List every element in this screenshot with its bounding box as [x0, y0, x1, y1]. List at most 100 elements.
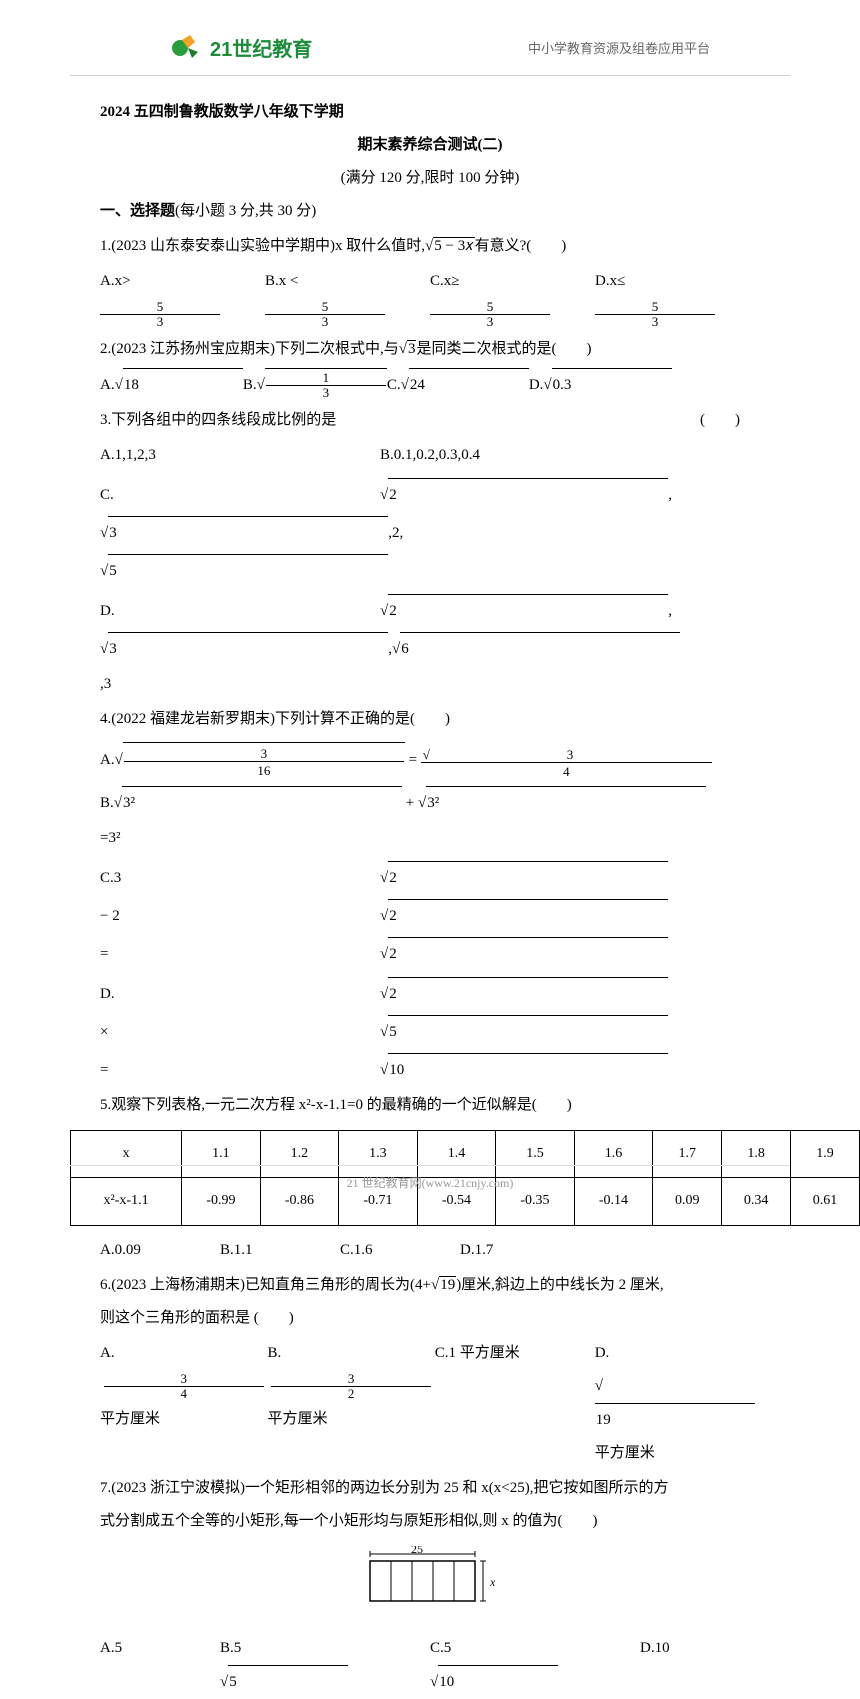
- logo-icon: [170, 30, 205, 65]
- sqrt-icon: 19: [431, 1269, 456, 1302]
- q7-optA: A.5: [100, 1632, 220, 1699]
- q7-optC: C.510: [430, 1632, 640, 1699]
- sqrt-icon: 6: [392, 630, 680, 666]
- doc-title-1: 2024 五四制鲁教版数学八年级下学期: [100, 96, 760, 129]
- q1-optD: D.x≤53: [595, 265, 760, 331]
- sqrt-icon: 2: [380, 897, 668, 933]
- question-2: 2.(2023 江苏扬州宝应期末)下列二次根式中,与3是同类二次根式的是( ): [100, 333, 760, 366]
- q4-optA: A.316 = √34: [100, 738, 712, 780]
- sqrt-icon: 2: [380, 935, 668, 971]
- q5-optD: D.1.7: [460, 1234, 580, 1267]
- q3-options: A.1,1,2,3 B.0.1,0.2,0.3,0.4 C.2,3,2,5 D.…: [100, 437, 760, 701]
- sqrt-icon: 5: [380, 1013, 668, 1049]
- q1-text-pre: 1.(2023 山东泰安泰山实验中学期中)x 取什么值时,: [100, 238, 425, 254]
- sqrt-icon: 2: [380, 476, 668, 512]
- fraction: 53: [595, 300, 715, 330]
- question-5: 5.观察下列表格,一元二次方程 x²-x-1.1=0 的最精确的一个近似解是( …: [100, 1089, 760, 1122]
- q1-options: A.x>53 B.x < 53 C.x≥53 D.x≤53: [100, 265, 760, 331]
- q3-optA: A.1,1,2,3: [100, 439, 380, 472]
- q6-optC: C.1 平方厘米: [435, 1337, 595, 1470]
- sqrt-icon: 5 − 3𝑥: [425, 230, 475, 263]
- q4-options: A.316 = √34 B.3² + 3²=3² C.32 − 22 = 2 D…: [100, 736, 760, 1087]
- q6-text-pre: 6.(2023 上海杨浦期末)已知直角三角形的周长为(4+: [100, 1277, 431, 1293]
- doc-title-2: 期末素养综合测试(二): [100, 129, 760, 162]
- q2-options: A.18 B.13 C.24 D.0.3: [100, 368, 760, 402]
- sqrt-icon: 24: [401, 368, 529, 402]
- q5-options: A.0.09 B.1.1 C.1.6 D.1.7: [100, 1234, 760, 1267]
- q4-optD: D.2 × 5 = 10: [100, 973, 760, 1087]
- sqrt-icon: 3: [399, 333, 417, 366]
- q3-text: 3.下列各组中的四条线段成比例的是: [100, 404, 336, 437]
- q7-optB: B.55: [220, 1632, 430, 1699]
- q1-optA: A.x>53: [100, 265, 265, 331]
- q2-text-pre: 2.(2023 江苏扬州宝应期末)下列二次根式中,与: [100, 341, 399, 357]
- q2-optC: C.24: [387, 368, 529, 402]
- q1-optC: C.x≥53: [430, 265, 595, 331]
- doc-title-3: (满分 120 分,限时 100 分钟): [100, 162, 760, 195]
- section-1-header: 一、选择题(每小题 3 分,共 30 分): [100, 195, 760, 228]
- q4-optB: B.3² + 3²=3²: [100, 782, 760, 855]
- q7-optD: D.10: [640, 1632, 760, 1699]
- sqrt-icon: 316: [115, 740, 405, 779]
- q7-options: A.5 B.55 C.510 D.10: [100, 1632, 760, 1699]
- q6-text-post: )厘米,斜边上的中线长为 2 厘米,: [456, 1277, 664, 1293]
- fraction: √34: [421, 744, 712, 780]
- q4-optC: C.32 − 22 = 2: [100, 857, 760, 971]
- q5-optA: A.0.09: [100, 1234, 220, 1267]
- q6-text-line2: 则这个三角形的面积是 ( ): [100, 1302, 760, 1335]
- question-4: 4.(2022 福建龙岩新罗期末)下列计算不正确的是( ): [100, 703, 760, 736]
- sqrt-icon: 18: [115, 368, 243, 402]
- diagram-label-top: 25: [411, 1546, 423, 1556]
- question-3: 3.下列各组中的四条线段成比例的是 ( ): [100, 404, 760, 437]
- fraction: 13: [266, 371, 386, 401]
- q2-text-post: 是同类二次根式的是( ): [416, 341, 591, 357]
- sqrt-icon: 3²: [418, 784, 706, 820]
- fraction: 32: [267, 1372, 434, 1402]
- table-cell: 0.61: [791, 1178, 860, 1226]
- content-area: 2024 五四制鲁教版数学八年级下学期 期末素养综合测试(二) (满分 120 …: [0, 76, 860, 1699]
- q1-text-post: 有意义?( ): [475, 238, 567, 254]
- sqrt-icon: 13: [257, 368, 387, 402]
- q5-optC: C.1.6: [340, 1234, 460, 1267]
- fraction: 34: [100, 1372, 267, 1402]
- fraction: 53: [265, 300, 385, 330]
- diagram-label-right: x: [489, 1575, 496, 1589]
- sqrt-icon: 2: [380, 592, 668, 628]
- question-1: 1.(2023 山东泰安泰山实验中学期中)x 取什么值时, 5 − 3𝑥有意义?(…: [100, 230, 760, 263]
- q6-optB: B.32平方厘米: [267, 1337, 434, 1470]
- sqrt-icon: 3: [100, 630, 388, 666]
- sqrt-icon: 2: [380, 975, 668, 1011]
- q6-options: A.34平方厘米 B.32平方厘米 C.1 平方厘米 D.19平方厘米: [100, 1337, 760, 1470]
- q3-paren: ( ): [700, 404, 740, 437]
- q2-optD: D.0.3: [529, 368, 672, 402]
- q7-diagram: 25 x: [100, 1546, 760, 1624]
- fraction: 316: [124, 745, 404, 779]
- table-cell: 1.9: [791, 1130, 860, 1178]
- fraction: 53: [100, 300, 220, 330]
- sqrt-icon: 3: [100, 514, 388, 550]
- fraction: 53: [430, 300, 550, 330]
- logo: 21世纪教育: [170, 30, 312, 65]
- q2-optA: A.18: [100, 368, 243, 402]
- q3-optC: C.2,3,2,5: [100, 474, 760, 588]
- sqrt-icon: 10: [430, 1665, 558, 1699]
- q2-optB: B.13: [243, 368, 387, 402]
- sqrt política-icon: 19: [595, 1370, 760, 1437]
- q3-optD: D.2,3,6,3: [100, 590, 760, 701]
- sqrt-icon: 3²: [114, 784, 402, 820]
- question-7-line1: 7.(2023 浙江宁波模拟)一个矩形相邻的两边长分别为 25 和 x(x<25…: [100, 1472, 760, 1505]
- question-6: 6.(2023 上海杨浦期末)已知直角三角形的周长为(4+19)厘米,斜边上的中…: [100, 1269, 760, 1302]
- section-1-bold: 一、选择题: [100, 203, 175, 219]
- section-1-rest: (每小题 3 分,共 30 分): [175, 203, 316, 219]
- header-subtitle: 中小学教育资源及组卷应用平台: [528, 38, 710, 57]
- sqrt-icon: 10: [380, 1051, 668, 1087]
- page-footer: 21 世纪教育网(www.21cnjy.com): [70, 1165, 790, 1191]
- logo-text: 21世纪教育: [210, 33, 312, 62]
- sqrt-icon: 0.3: [543, 368, 671, 402]
- q5-optB: B.1.1: [220, 1234, 340, 1267]
- sqrt-icon: 5: [220, 1665, 348, 1699]
- question-7-line2: 式分割成五个全等的小矩形,每一个小矩形均与原矩形相似,则 x 的值为( ): [100, 1505, 760, 1538]
- q3-optB: B.0.1,0.2,0.3,0.4: [380, 439, 660, 472]
- page-header: 21世纪教育 中小学教育资源及组卷应用平台: [70, 0, 790, 76]
- q1-sqrt: 5 − 3𝑥: [433, 237, 474, 254]
